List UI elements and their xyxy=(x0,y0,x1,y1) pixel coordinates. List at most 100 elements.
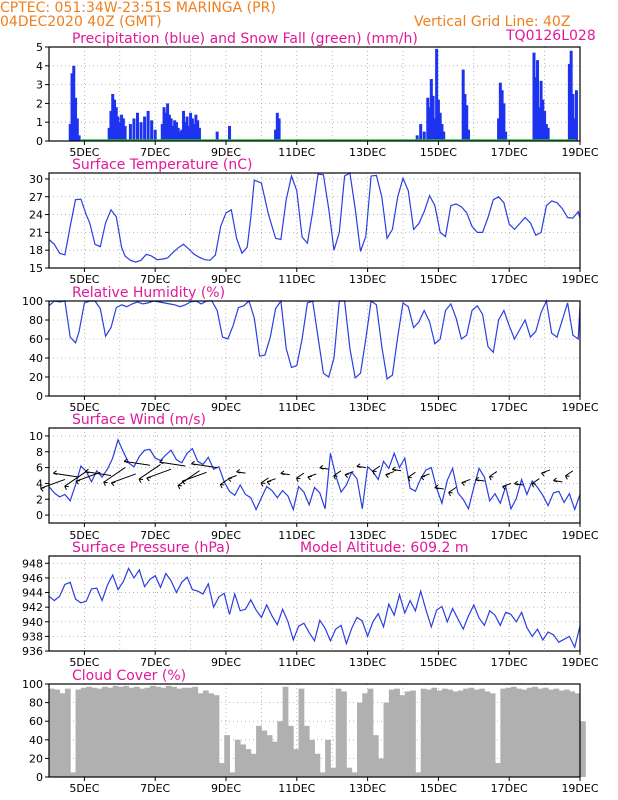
cloud-bar xyxy=(394,688,400,777)
wind-vector xyxy=(103,467,126,483)
xtick-label: 11DEC xyxy=(278,401,315,414)
xtick-label: 17DEC xyxy=(491,656,528,669)
cloud-bar xyxy=(261,730,268,777)
precip-bar xyxy=(436,99,440,141)
precip-bar xyxy=(107,127,111,141)
precip-bar xyxy=(543,110,547,141)
cloud-bar xyxy=(171,686,177,777)
ytick-label: 948 xyxy=(22,557,43,570)
wind-vector xyxy=(489,471,498,478)
cloud-bar xyxy=(59,693,66,777)
xtick-label: 5DEC xyxy=(69,401,99,414)
wind-vector-head xyxy=(177,485,181,490)
xtick-label: 19DEC xyxy=(561,401,598,414)
precip-bar xyxy=(192,124,196,141)
cloud-bar xyxy=(128,687,135,777)
cloud-bar xyxy=(218,763,225,777)
precip-bar xyxy=(500,90,504,141)
precip-bar xyxy=(194,114,198,141)
frame-precip xyxy=(48,46,581,142)
wind-vector-head xyxy=(392,466,396,470)
pressure-line xyxy=(48,567,581,650)
precip-bar xyxy=(497,118,501,141)
precip-bar xyxy=(546,127,550,141)
precip-bar xyxy=(121,118,125,141)
wind-vector-head xyxy=(392,468,397,472)
wind-vector-head xyxy=(236,471,241,474)
wind-vector xyxy=(40,478,66,489)
wind-vector-head xyxy=(53,470,57,474)
ytick-label: 4 xyxy=(36,477,43,490)
wind-vector-head xyxy=(75,480,80,482)
precip-bar xyxy=(428,107,432,141)
wind-vector xyxy=(177,470,200,486)
cloud-bar xyxy=(197,693,204,777)
cloud-bar xyxy=(341,691,347,777)
xtick-label: 9DEC xyxy=(211,656,241,669)
station-header: CPTEC: 051:34W-23:51S MARINGA (PR) xyxy=(0,0,276,16)
xtick-label: 9DEC xyxy=(211,146,241,159)
precip-bar xyxy=(504,131,508,141)
cloud-bar xyxy=(388,689,395,777)
precip-bar xyxy=(167,114,171,141)
precip-bar xyxy=(74,97,78,141)
wind-vector-head xyxy=(280,470,285,474)
wind-vector-head xyxy=(146,476,151,479)
cloud-bar xyxy=(314,753,321,777)
wind-vector-head xyxy=(103,482,106,487)
precip-bar xyxy=(228,125,232,141)
xtick-label: 19DEC xyxy=(561,146,598,159)
xtick-label: 11DEC xyxy=(278,656,315,669)
wind-vector-head xyxy=(266,481,271,486)
panel-temperature: Surface Temperature (nC) 15 18 21 24 27 30 5DEC… xyxy=(29,157,599,286)
xtick-label: 7DEC xyxy=(140,782,170,795)
xtick-label: 13DEC xyxy=(349,146,386,159)
xtick-label: 15DEC xyxy=(420,401,457,414)
precip-bar xyxy=(569,50,573,142)
cloud-bar xyxy=(144,687,151,777)
wind-vector-head xyxy=(219,484,223,489)
cloud-bar xyxy=(293,749,300,777)
ytick-label: 5 xyxy=(36,41,43,54)
wind-vector-head xyxy=(461,482,465,486)
wind-vector-head xyxy=(228,477,233,480)
wind-vector-head xyxy=(541,471,546,474)
cloud-bar xyxy=(75,689,82,777)
wind-vector-head xyxy=(421,475,426,478)
precip-bar xyxy=(274,129,278,141)
wind-vector xyxy=(296,472,305,479)
precip-bar xyxy=(419,124,423,141)
precip-bar xyxy=(536,60,540,141)
wind-vector-head xyxy=(488,476,492,481)
wind-vector-head xyxy=(138,478,142,483)
cloud-bar xyxy=(436,690,443,777)
cloud-bar xyxy=(64,688,71,777)
cloud-bar xyxy=(495,763,501,777)
wind-vector-head xyxy=(531,483,535,488)
xtick-label: 9DEC xyxy=(211,529,241,542)
cloud-bar xyxy=(447,689,454,777)
cloud-bar xyxy=(118,686,124,777)
wind-vector-head xyxy=(267,480,272,483)
precip-bar xyxy=(178,131,182,141)
xtick-label: 15DEC xyxy=(420,529,457,542)
panel-cloud: Cloud Cover (%) 0 20 40 60 80 100 5DEC 7DEC 9DEC 1… xyxy=(22,668,599,795)
wind-vector xyxy=(220,479,229,485)
ytick-label: 60 xyxy=(29,715,43,728)
xtick-label: 13DEC xyxy=(349,273,386,286)
precip-bar xyxy=(435,48,439,141)
wind-vector-head xyxy=(385,474,389,478)
frame-temperature xyxy=(48,172,581,269)
ytick-label: 944 xyxy=(22,587,43,600)
cloud-bar xyxy=(537,688,544,777)
ytick-label: 3 xyxy=(36,79,43,92)
ytick-label: 80 xyxy=(29,314,43,327)
cloud-bar xyxy=(123,685,130,777)
cloud-bar xyxy=(309,739,315,777)
ytick-label: 0 xyxy=(36,509,43,522)
wind-vector xyxy=(159,461,186,467)
wind-vector-head xyxy=(356,465,361,469)
xtick-label: 13DEC xyxy=(349,656,386,669)
precip-bar xyxy=(433,118,437,141)
